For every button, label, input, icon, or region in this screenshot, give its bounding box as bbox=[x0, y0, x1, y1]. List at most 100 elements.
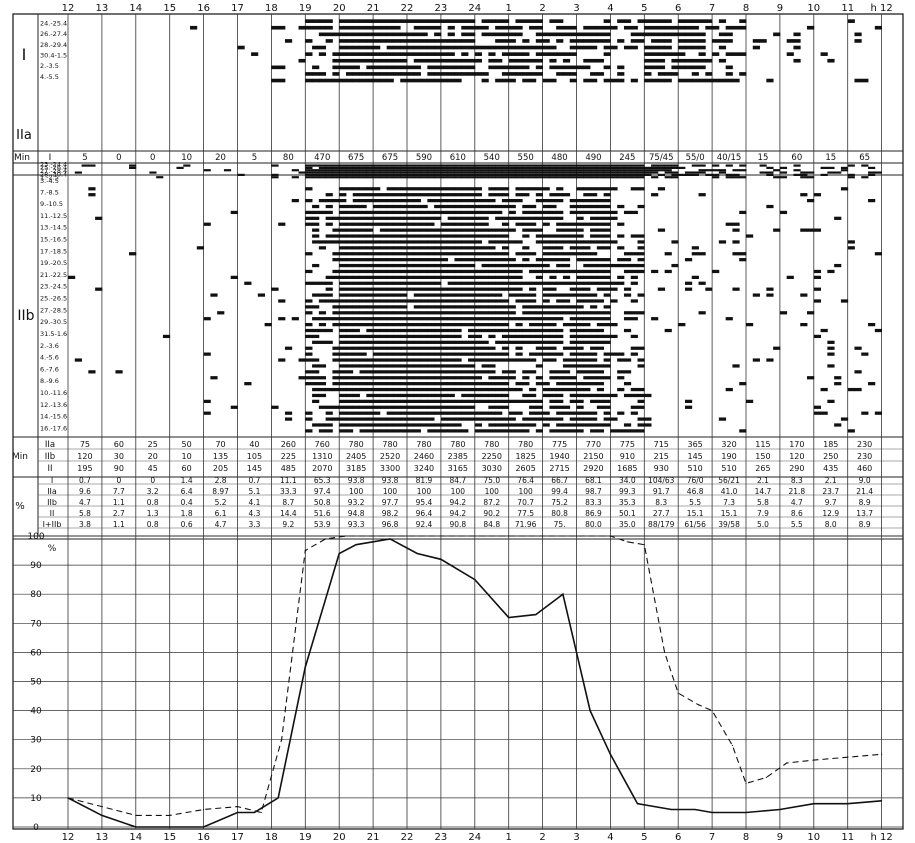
group-IIb-record-mark bbox=[549, 317, 557, 321]
group-IIa-record-mark bbox=[434, 176, 442, 179]
pct-table-value: 87.2 bbox=[483, 498, 500, 507]
group-IIb-record-mark bbox=[312, 228, 320, 232]
group-I-record-mark bbox=[698, 58, 706, 63]
group-I-record-mark bbox=[664, 52, 672, 56]
pct-table-value: 4.7 bbox=[79, 498, 91, 507]
min-table-value: 205 bbox=[213, 464, 228, 473]
group-IIb-record-mark bbox=[345, 216, 354, 220]
group-I-record-mark bbox=[664, 39, 672, 43]
group-IIb-record-mark bbox=[562, 429, 571, 433]
group-IIa-record-mark bbox=[759, 164, 767, 167]
group-IIb-record-mark bbox=[454, 293, 462, 297]
group-IIb-record-mark bbox=[352, 187, 360, 191]
min-table-value: 3300 bbox=[380, 464, 400, 473]
group-I-record-mark bbox=[603, 19, 611, 23]
group-IIb-record-mark bbox=[373, 293, 381, 297]
group-IIb-record-mark bbox=[637, 263, 645, 268]
group-IIb-record-mark bbox=[345, 287, 354, 291]
group-I-record-mark bbox=[678, 32, 686, 37]
group-IIb-record-mark bbox=[420, 293, 428, 297]
group-IIa-record-mark bbox=[400, 164, 408, 167]
group-IIb-record-mark bbox=[623, 311, 632, 315]
group-IIb-record-mark bbox=[440, 393, 449, 398]
group-IIb-record-mark bbox=[501, 417, 510, 421]
group-IIb-record-mark bbox=[576, 382, 584, 386]
group-IIb-record-mark bbox=[535, 198, 543, 203]
group-IIb-record-mark bbox=[590, 340, 598, 344]
data-point-solid bbox=[169, 826, 171, 828]
group-IIb-record-mark bbox=[325, 275, 333, 279]
data-point-solid bbox=[277, 797, 279, 799]
group-IIb-record-mark bbox=[345, 370, 354, 374]
group-IIb-record-mark bbox=[623, 287, 632, 291]
group-IIb-record-mark bbox=[691, 252, 699, 256]
group-I-record-mark bbox=[522, 72, 530, 76]
group-IIb-record-mark bbox=[515, 328, 523, 333]
group-IIb-record-mark bbox=[501, 216, 510, 220]
group-IIb-record-mark bbox=[529, 393, 537, 398]
group-IIb-record-mark bbox=[345, 187, 354, 191]
group-IIb-record-mark bbox=[413, 423, 421, 427]
date-label: 13.-14.5 bbox=[40, 224, 67, 232]
group-IIb-record-mark bbox=[854, 387, 862, 392]
group-IIb-record-mark bbox=[596, 234, 605, 238]
pct-table-value: 97.7 bbox=[382, 498, 399, 507]
group-IIb-record-mark bbox=[481, 299, 489, 303]
group-IIb-record-mark bbox=[590, 193, 598, 197]
data-point-solid bbox=[416, 552, 418, 555]
group-IIb-record-mark bbox=[420, 305, 428, 309]
group-IIb-record-mark bbox=[393, 216, 401, 220]
group-I-record-mark bbox=[549, 58, 557, 63]
group-IIa-record-mark bbox=[630, 176, 638, 179]
group-IIb-record-mark bbox=[373, 246, 381, 250]
group-IIb-record-mark bbox=[379, 334, 388, 339]
min-table-value: 485 bbox=[281, 464, 296, 473]
group-IIb-record-mark bbox=[468, 387, 476, 392]
group-IIb-record-mark bbox=[562, 222, 571, 226]
group-IIb-record-mark bbox=[495, 252, 503, 256]
group-IIb-record-mark bbox=[413, 210, 421, 215]
group-IIb-record-mark bbox=[386, 340, 394, 344]
group-IIb-record-mark bbox=[495, 187, 503, 191]
group-IIb-record-mark bbox=[400, 246, 408, 250]
group-I-record-mark bbox=[603, 65, 611, 70]
group-IIb-record-mark bbox=[535, 399, 543, 403]
group-I-record-mark bbox=[345, 52, 354, 56]
group-I-record-mark bbox=[440, 58, 449, 63]
group-IIb-record-mark bbox=[386, 263, 394, 268]
group-IIb-record-mark bbox=[325, 210, 333, 215]
min-table-value: 780 bbox=[518, 440, 533, 449]
group-IIb-record-mark bbox=[637, 364, 645, 368]
group-IIb-record-mark bbox=[617, 387, 625, 392]
group-IIb-record-mark bbox=[583, 417, 591, 421]
group-IIb-record-mark bbox=[407, 346, 415, 350]
group-IIb-record-mark bbox=[440, 346, 449, 350]
group-IIb-record-mark bbox=[454, 287, 462, 291]
group-IIb-record-mark bbox=[495, 263, 503, 268]
group-IIb-record-mark bbox=[508, 317, 516, 321]
group-IIb-record-mark bbox=[535, 429, 543, 433]
group-I-record-mark bbox=[366, 65, 374, 70]
data-point-solid bbox=[670, 808, 673, 811]
group-IIb-record-mark bbox=[352, 364, 360, 368]
group-IIa-record-mark bbox=[447, 176, 455, 179]
min-I-value: 5 bbox=[82, 153, 87, 163]
group-IIb-record-mark bbox=[488, 275, 496, 279]
group-IIa-record-mark bbox=[651, 171, 659, 174]
data-point-solid bbox=[338, 552, 340, 555]
group-IIb-record-mark bbox=[549, 293, 557, 297]
group-IIb-record-mark bbox=[535, 216, 543, 220]
group-IIa-record-mark bbox=[725, 176, 733, 179]
group-IIb-record-mark bbox=[610, 429, 618, 433]
group-IIb-record-mark bbox=[393, 198, 401, 203]
min-table-row-label: IIb bbox=[45, 452, 55, 462]
data-point-solid bbox=[847, 803, 849, 805]
group-IIb-record-mark bbox=[379, 311, 388, 315]
percentage-lines bbox=[67, 535, 883, 828]
group-IIa-record-mark bbox=[454, 171, 462, 174]
group-I-record-mark bbox=[590, 45, 598, 50]
group-IIa-record-mark bbox=[440, 171, 449, 174]
group-I-record-mark bbox=[691, 78, 699, 83]
group-IIb-record-mark bbox=[535, 228, 543, 232]
group-IIb-record-mark bbox=[569, 317, 577, 321]
